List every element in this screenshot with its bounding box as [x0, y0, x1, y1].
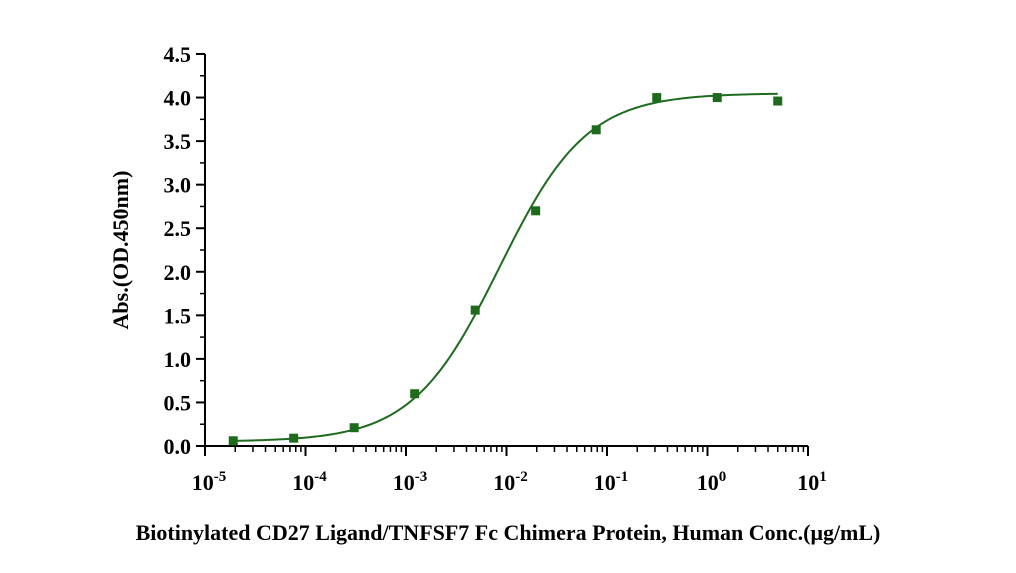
x-tick-label: 10-3 [393, 469, 428, 495]
y-tick-label: 0.5 [164, 390, 192, 415]
plot-area [228, 92, 783, 446]
data-point [289, 433, 299, 443]
x-tick-label: 10-4 [292, 469, 327, 495]
data-point [228, 436, 238, 446]
y-tick-label: 2.5 [164, 216, 192, 241]
fit-curve [233, 92, 778, 442]
data-point [712, 93, 722, 103]
y-tick-label: 3.0 [164, 173, 192, 198]
y-axis: 0.0 0.5 1.0 1.5 2.0 2.5 3.0 3.5 4.0 4.5 [164, 42, 206, 459]
data-point [591, 125, 601, 135]
data-point [531, 206, 541, 216]
data-point [470, 305, 480, 315]
data-point [349, 423, 359, 433]
y-axis-title: Abs.(OD.450nm) [108, 171, 133, 330]
x-axis: 10-5 10-4 10-3 10-2 10-1 100 101 [192, 445, 827, 495]
x-tick-label: 10-1 [594, 469, 629, 495]
x-tick-label: 10-2 [493, 469, 528, 495]
data-point [773, 96, 783, 106]
data-point [410, 389, 420, 399]
y-tick-label: 3.5 [164, 129, 192, 154]
x-tick-label: 10-5 [192, 469, 227, 495]
y-tick-label: 0.0 [164, 434, 192, 459]
y-tick-label: 4.0 [164, 86, 192, 111]
x-axis-title: Biotinylated CD27 Ligand/TNFSF7 Fc Chime… [136, 520, 881, 545]
y-tick-label: 1.0 [164, 347, 192, 372]
x-tick-label: 100 [697, 469, 727, 495]
y-tick-label: 4.5 [164, 42, 192, 67]
x-tick-label: 101 [797, 469, 827, 495]
data-point [652, 93, 662, 103]
y-tick-label: 1.5 [164, 303, 192, 328]
y-tick-label: 2.0 [164, 260, 192, 285]
